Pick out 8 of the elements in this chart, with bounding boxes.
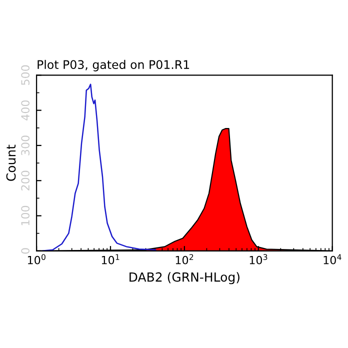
x-tick-label: 10$^{4}$ [324, 254, 342, 264]
x-axis-title: DAB2 (GRN-HLog) [130, 272, 240, 284]
x-tick-label: 10$^{2}$ [176, 254, 194, 264]
chart-title: Plot P03, gated on P01.R1 [38, 60, 190, 72]
x-tick-label: 10$^{3}$ [250, 254, 268, 264]
x-tick-label: 10$^{0}$ [28, 254, 46, 264]
x-tick-label: 10$^{1}$ [102, 254, 120, 264]
y-axis-title: Count [6, 144, 16, 181]
